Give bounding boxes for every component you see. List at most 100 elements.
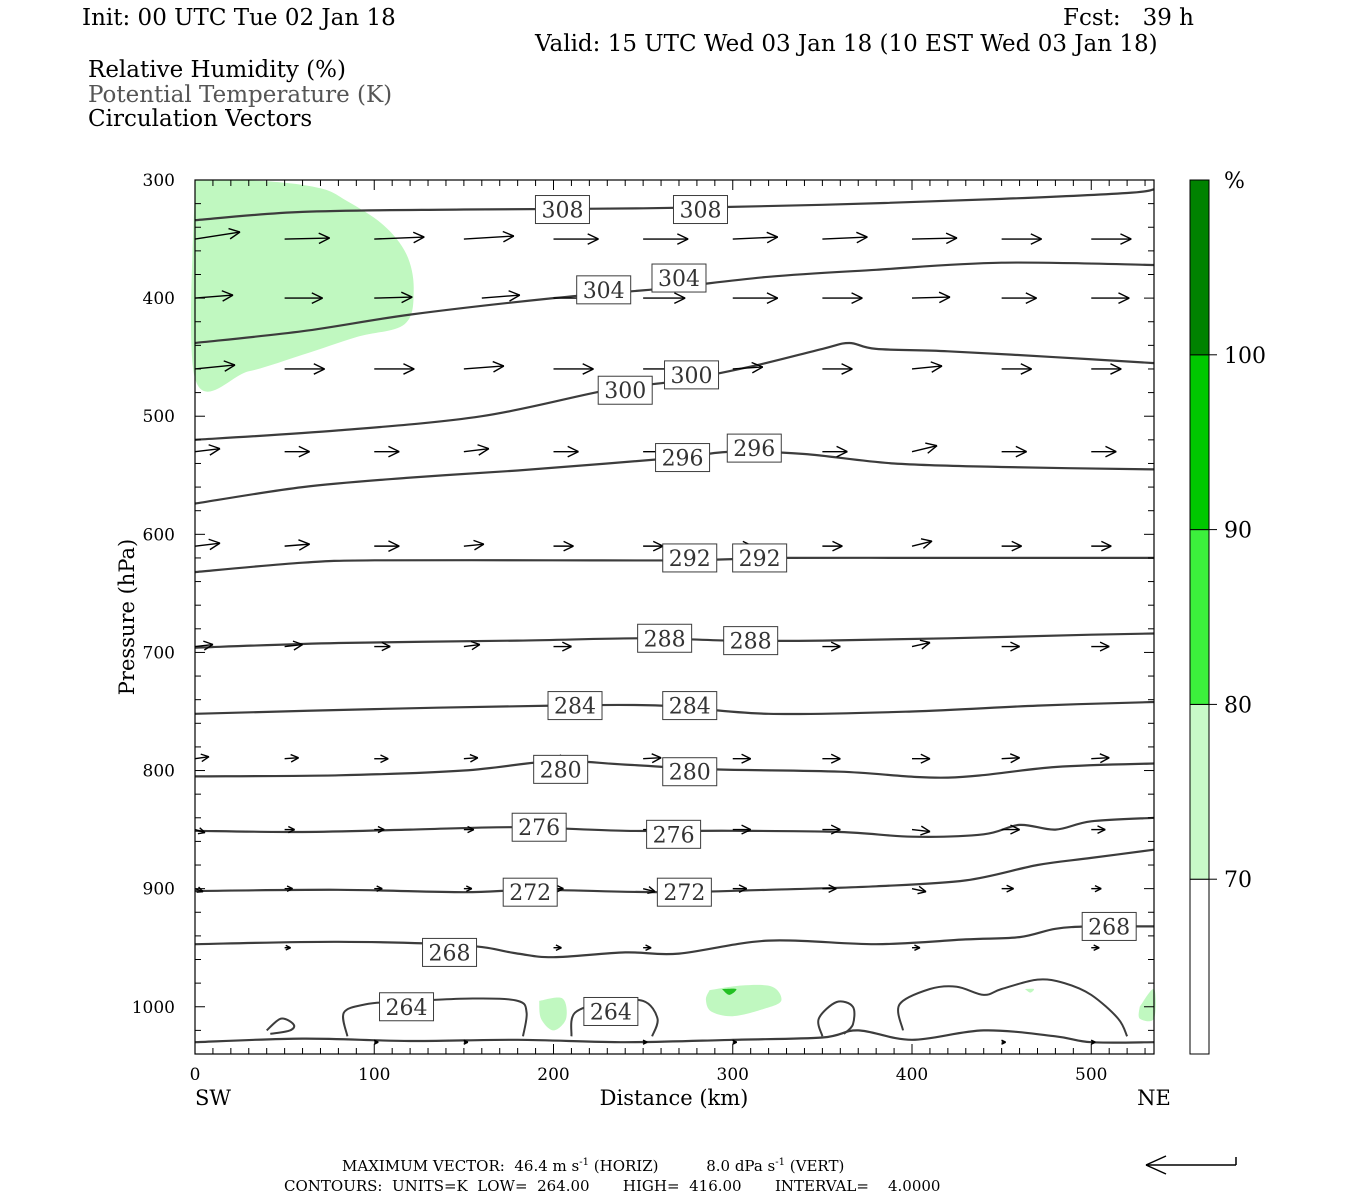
vector-head-upper (288, 825, 295, 831)
theta-contour-276 (194, 816, 1155, 838)
vector-head-lower (828, 888, 837, 894)
vector-head-upper (938, 291, 951, 298)
vector-shaft (194, 447, 221, 453)
vector-shaft (463, 643, 480, 648)
theta-label-box-308-1 (672, 195, 728, 225)
circulation-vector-1030-0 (373, 1039, 379, 1045)
vector-head-upper (286, 885, 293, 890)
vector-head-upper (1010, 641, 1020, 648)
vector-head-lower (939, 296, 951, 304)
circulation-vector-400-10 (1091, 292, 1130, 304)
rh-shade-region-3 (722, 988, 737, 995)
vector-head-lower (470, 757, 479, 763)
theta-label-box-300-1 (664, 360, 720, 390)
vector-head-lower (651, 757, 662, 764)
vector-head-lower (1101, 545, 1112, 552)
circulation-vector-350-3 (463, 230, 515, 243)
max-horiz-unit: (HORIZ) (593, 1157, 659, 1175)
circulation-vector-460-6 (732, 361, 764, 374)
circulation-vector-530-0 (194, 444, 221, 456)
vector-head-lower (467, 828, 475, 834)
circulation-vector-900-1 (284, 885, 293, 892)
vector-head-lower (556, 888, 564, 893)
contour-info: CONTOURS: UNITS=K LOW= 264.00 HIGH= 416.… (284, 1177, 941, 1195)
theta-contour-272 (194, 848, 1155, 894)
circulation-vector-530-4 (553, 445, 579, 458)
vector-head-lower (766, 236, 779, 244)
vector-shaft (194, 828, 206, 834)
theta-label-268-0: 268 (429, 941, 471, 966)
circulation-vector-400-1 (284, 292, 323, 304)
y-tick-label-300: 300 (143, 171, 175, 191)
circulation-vector-350-7 (822, 231, 868, 244)
vector-head-upper (1093, 944, 1100, 949)
vector-head-upper (377, 825, 385, 831)
vector-head-lower (209, 542, 221, 551)
circulation-vector-950-3 (912, 944, 921, 952)
theta-label-280-1: 280 (669, 761, 711, 786)
vector-head-lower (288, 828, 295, 834)
rh-shade-region-0 (191, 180, 414, 392)
circulation-vector-695-0 (194, 640, 214, 651)
circulation-vector-350-8 (911, 232, 958, 245)
theta-label-292-0: 292 (669, 547, 711, 572)
theta-label-280-0: 280 (540, 758, 582, 783)
vector-head-lower (555, 947, 562, 952)
plot-frame (194, 179, 1155, 1055)
vector-head-upper (311, 292, 323, 299)
vector-head-upper (473, 539, 485, 545)
vector-head-lower (652, 545, 664, 552)
vector-head-upper (298, 539, 310, 545)
vector-head-lower (224, 364, 236, 372)
vector-head-lower (377, 828, 385, 834)
circulation-vector-400-9 (1001, 292, 1037, 304)
vector-head-lower (290, 757, 299, 763)
circulation-vector-610-8 (911, 538, 933, 549)
vector-head-upper (221, 290, 234, 296)
circulation-vector-460-10 (1091, 363, 1122, 375)
vector-head-upper (228, 227, 241, 233)
vector-head-lower (946, 237, 958, 245)
y-axis-label: Pressure (hPa) (115, 539, 139, 695)
vector-head-lower (927, 445, 938, 454)
vector-shaft (194, 364, 236, 370)
circulation-vector-850-2 (374, 825, 385, 834)
theta-label-box-288-0 (637, 623, 693, 653)
vector-head-lower (1099, 645, 1110, 652)
vector-head-upper (1009, 753, 1020, 759)
circulation-vector-350-1 (284, 232, 330, 245)
vector-head-lower (1099, 757, 1110, 764)
circulation-vector-695-7 (822, 641, 841, 652)
circulation-vector-460-0 (194, 360, 236, 372)
circulation-vector-1030-1 (463, 1039, 469, 1045)
circulation-vector-900-6 (732, 884, 748, 894)
circulation-vector-610-1 (284, 539, 310, 551)
y-tick-label-500: 500 (143, 407, 175, 427)
vector-head-upper (587, 233, 599, 240)
vector-head-upper (741, 824, 752, 831)
vector-head-upper (914, 944, 921, 949)
y-tick-label-600: 600 (143, 525, 175, 545)
circulation-vector-610-10 (1091, 540, 1112, 552)
field-label-rh: Relative Humidity (%) (88, 57, 346, 83)
vector-head-lower (851, 297, 863, 304)
vector-head-upper (830, 824, 841, 831)
vector-head-upper (198, 886, 204, 893)
vector-head-upper (1020, 363, 1032, 370)
vector-shaft (463, 543, 484, 547)
vector-head-lower (582, 368, 594, 375)
max-vector-arrow-head-top (1145, 1155, 1167, 1166)
vector-shaft (194, 542, 221, 547)
vector-head-lower (1020, 368, 1032, 375)
circulation-vector-460-8 (911, 361, 943, 373)
vector-shaft (463, 447, 489, 453)
vector-head-upper (920, 753, 931, 760)
theta-label-284-1: 284 (669, 695, 711, 720)
vector-head-upper (285, 944, 291, 949)
max-horiz-value: 46.4 m s (514, 1157, 580, 1175)
theta-contour-264 (194, 1029, 1155, 1044)
vector-head-upper (766, 292, 779, 299)
vector-head-upper (401, 291, 413, 298)
vector-shaft (732, 366, 763, 370)
circulation-vector-1030-2 (642, 1039, 648, 1045)
